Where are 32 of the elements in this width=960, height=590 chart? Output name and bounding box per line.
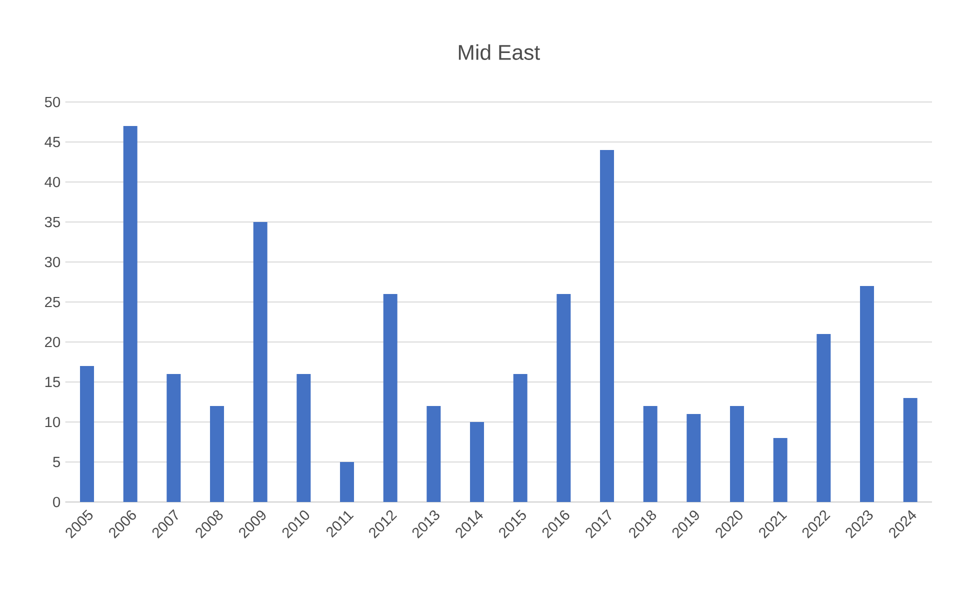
bar [470,422,484,502]
y-tick-label: 45 [44,136,60,148]
bar [643,406,658,502]
bar [340,462,354,502]
bar [600,150,614,502]
y-tick-label: 50 [44,96,60,108]
bar [296,374,311,502]
y-tick-label: 30 [44,256,60,268]
bar [556,294,571,502]
bar [123,126,138,502]
y-tick-label: 25 [45,296,60,308]
chart-title: Mid East [458,44,540,60]
bar [253,222,268,502]
bar [513,374,528,502]
bar [860,286,874,502]
bar [816,334,831,502]
bar [686,414,701,502]
y-tick-label: 35 [44,216,60,228]
bar [210,406,224,502]
bar [166,374,181,502]
y-tick-label: 10 [45,416,60,428]
y-tick-label: 5 [53,456,60,468]
bar [903,398,918,502]
bar [383,294,398,502]
y-tick-label: 0 [53,496,60,508]
bar [730,406,744,502]
bar [426,406,441,502]
bar [773,438,788,502]
y-tick-label: 20 [45,336,60,348]
bar [80,366,94,502]
y-tick-label: 40 [44,176,60,188]
y-tick-label: 15 [45,376,60,388]
